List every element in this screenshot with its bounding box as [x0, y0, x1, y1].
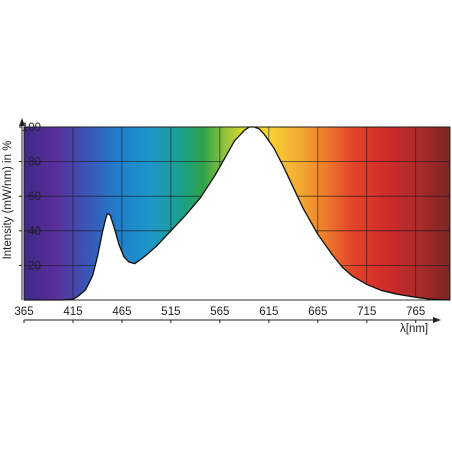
x-tick-label: 715	[357, 306, 376, 318]
x-tick-label: 565	[210, 306, 229, 318]
x-axis-arrow	[433, 317, 441, 323]
y-axis-title: Intensity (mW/nm) in %	[2, 141, 14, 260]
x-tick-label: 465	[112, 306, 131, 318]
spectral-curve	[24, 126, 451, 301]
plot-frame	[23, 126, 451, 301]
x-tick-label: 665	[308, 306, 327, 318]
x-tick-label: 615	[259, 306, 278, 318]
x-tick-label: 765	[406, 306, 425, 318]
x-tick-label: 415	[63, 306, 82, 318]
plot-area	[23, 126, 451, 301]
x-tick-label: 515	[161, 306, 180, 318]
x-axis-title: λ[nm]	[400, 323, 428, 335]
axes: 20 40 60 80 100 365 415 465 515 565 615 665 715 765 λ[…	[2, 118, 441, 335]
x-tick-label: 365	[14, 306, 33, 318]
y-axis-arrow	[19, 118, 25, 126]
y-tick-label: 20	[28, 260, 41, 272]
y-tick-label: 60	[28, 191, 41, 203]
y-tick-label: 100	[22, 122, 41, 134]
y-tick-label: 40	[28, 226, 41, 238]
y-tick-label: 80	[28, 157, 41, 169]
spectral-area	[24, 127, 450, 300]
